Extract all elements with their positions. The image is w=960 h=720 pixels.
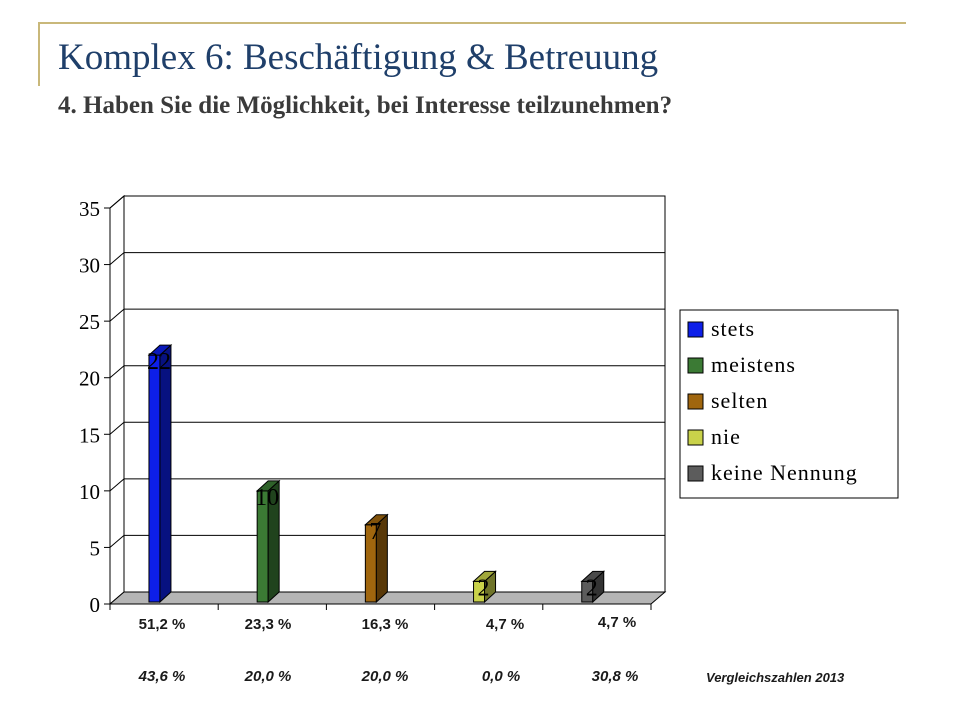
legend-entry: selten (711, 388, 768, 413)
legend-swatch (687, 357, 704, 374)
comparison-value: 0,0 % (481, 668, 521, 685)
comparison-value: 20,0 % (244, 668, 292, 685)
y-tick-label: 20 (79, 367, 100, 391)
data-label: 7 (369, 519, 381, 545)
legend-entry: meistens (711, 352, 796, 377)
gridline-side (109, 421, 125, 435)
legend-entry: stets (711, 316, 755, 341)
bar-side (159, 343, 172, 604)
data-label: 2 (586, 575, 598, 601)
legend-swatch (687, 465, 704, 482)
percentage-label: 4,7 % (597, 614, 637, 631)
legend-swatch (687, 321, 704, 338)
legend-entry: nie (711, 424, 741, 449)
y-tick-label: 10 (79, 480, 100, 504)
bar (148, 354, 161, 603)
page-subtitle: 4. Haben Sie die Möglichkeit, bei Intere… (58, 92, 673, 119)
percentage-label: 4,7 % (485, 616, 525, 633)
y-tick-label: 35 (79, 197, 100, 221)
data-label: 10 (255, 485, 279, 511)
gridline-side (109, 308, 125, 322)
legend-entry: keine Nennung (711, 460, 858, 485)
comparison-label: Vergleichszahlen 2013 (706, 670, 845, 685)
y-tick-label: 30 (79, 254, 100, 278)
bar-top (364, 514, 389, 526)
bar-top (580, 570, 606, 582)
legend-swatch (687, 393, 704, 410)
chart-back-wall (123, 195, 666, 593)
legend-swatch (687, 429, 704, 446)
y-tick-label: 25 (79, 310, 100, 334)
comparison-value: 43,6 % (138, 668, 186, 685)
bar-top (147, 344, 173, 356)
y-tick-label: 0 (90, 593, 101, 617)
chart-floor (108, 591, 667, 605)
data-label: 2 (478, 575, 490, 601)
gridline-side (109, 252, 125, 265)
y-tick-label: 5 (90, 536, 101, 560)
comparison-value: 30,8 % (591, 668, 639, 685)
data-label: 22 (147, 349, 171, 375)
bar-top (472, 570, 497, 582)
y-tick-label: 15 (79, 423, 100, 447)
decorative-left-line (38, 22, 40, 86)
chart-side-wall (109, 194, 125, 606)
gridline-side (109, 365, 125, 379)
page-title: Komplex 6: Beschäftigung & Betreuung (58, 37, 659, 78)
percentage-label: 23,3 % (244, 616, 292, 633)
percentage-label: 51,2 % (138, 616, 186, 633)
decorative-top-line (40, 22, 906, 24)
gridline-side (109, 535, 125, 548)
bar-top (255, 480, 281, 492)
percentage-label: 16,3 % (361, 616, 409, 633)
comparison-value: 20,0 % (361, 668, 409, 685)
gridline-side (109, 478, 125, 492)
gridline-side (109, 195, 125, 209)
legend (679, 309, 899, 499)
